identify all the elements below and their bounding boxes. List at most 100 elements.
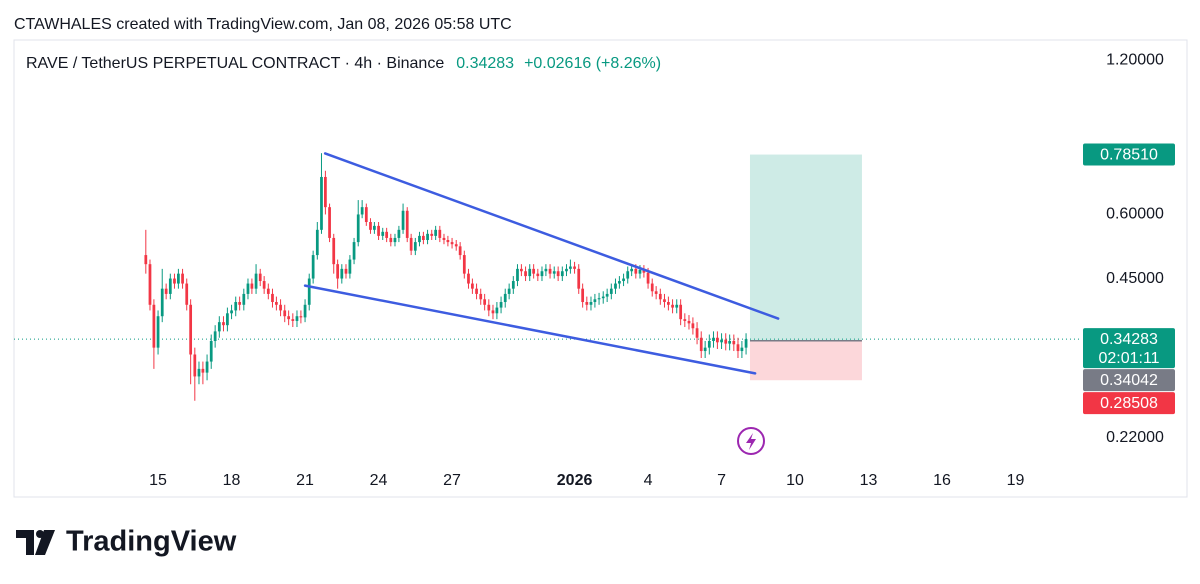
- x-tick-label: 7: [717, 472, 726, 489]
- candle-body: [426, 233, 429, 241]
- chart-title: RAVE / TetherUS PERPETUAL CONTRACT · 4h …: [26, 55, 444, 72]
- candle-body: [332, 237, 336, 265]
- candle-body: [642, 269, 646, 273]
- candle-body: [430, 233, 434, 236]
- candle-body: [707, 340, 711, 348]
- x-tick-label: 15: [149, 472, 167, 489]
- candle-body: [475, 288, 478, 294]
- candle-body: [299, 316, 303, 318]
- candle-body: [634, 268, 638, 274]
- candle-body: [728, 340, 732, 344]
- candle-body: [442, 237, 446, 241]
- candle-body: [193, 354, 197, 377]
- candle-body: [197, 368, 201, 377]
- candle-body: [409, 237, 413, 251]
- x-tick-label: 24: [370, 472, 388, 489]
- candle-body: [173, 278, 176, 284]
- candle-body: [724, 339, 728, 344]
- candle-body: [234, 302, 238, 311]
- candle-body: [181, 273, 184, 284]
- candle-body: [144, 255, 148, 265]
- candle-body: [691, 323, 695, 329]
- candle-body: [556, 271, 560, 277]
- candle-body: [246, 283, 250, 294]
- candle-body: [618, 281, 621, 284]
- candle-body: [581, 288, 585, 303]
- candle-body: [369, 222, 372, 230]
- candle-body: [573, 266, 576, 269]
- candle-body: [250, 283, 254, 289]
- candle-body: [242, 293, 246, 305]
- candle-body: [479, 293, 483, 300]
- candle-body: [516, 268, 519, 282]
- candle-body: [630, 268, 634, 272]
- candle-body: [340, 268, 344, 279]
- candle-body: [287, 316, 291, 320]
- candle-body: [381, 231, 385, 236]
- candle-body: [422, 235, 425, 241]
- candle-body: [209, 340, 213, 362]
- candle-body: [654, 291, 658, 294]
- candle-body: [736, 344, 740, 352]
- candle-body: [646, 272, 650, 284]
- candle-body: [262, 281, 266, 289]
- candle-body: [626, 271, 630, 279]
- candle-body: [344, 268, 348, 274]
- candle-body: [658, 293, 662, 300]
- candle-body: [356, 214, 360, 243]
- candle-body: [471, 283, 474, 289]
- candle-body: [622, 278, 625, 282]
- candle-body: [303, 304, 307, 318]
- x-tick-label: 16: [933, 472, 951, 489]
- y-tick-label: 0.22000: [1106, 429, 1164, 446]
- candle-body: [577, 268, 581, 289]
- header-price: 0.34283: [456, 55, 514, 72]
- price-label-box: [1083, 392, 1175, 415]
- candle-body: [520, 268, 523, 272]
- candle-body: [315, 229, 319, 256]
- candle-body: [462, 255, 466, 274]
- candle-body: [279, 304, 282, 311]
- price-label-box: [1083, 143, 1175, 166]
- candle-body: [364, 207, 368, 223]
- candle-body: [377, 225, 380, 236]
- candle-body: [744, 339, 748, 348]
- countdown-label: 02:01:11: [1098, 350, 1159, 367]
- candle-body: [597, 298, 601, 300]
- candle-body: [552, 271, 556, 274]
- price-label: 0.34283: [1100, 331, 1158, 348]
- candle-body: [230, 310, 233, 314]
- price-label-box: [1083, 328, 1175, 369]
- candle-body: [177, 273, 180, 284]
- candle-body: [511, 281, 515, 289]
- trendline: [323, 152, 780, 320]
- candle-body: [324, 176, 327, 208]
- candle-body: [185, 283, 189, 305]
- candle-body: [348, 259, 352, 274]
- x-tick-label: 18: [223, 472, 241, 489]
- candle-body: [148, 264, 152, 305]
- candle-body: [687, 320, 691, 324]
- tradingview-logo-icon: [16, 530, 55, 555]
- x-tick-label: 27: [443, 472, 461, 489]
- candle-body: [638, 269, 642, 274]
- candle-body: [450, 242, 454, 245]
- candle-body: [740, 347, 744, 352]
- candle-body: [152, 304, 156, 348]
- candle-body: [569, 266, 572, 269]
- candle-body: [189, 304, 193, 355]
- candle-body: [540, 271, 544, 277]
- candle-body: [667, 302, 670, 305]
- candle-body: [699, 337, 703, 352]
- candle-body: [413, 242, 417, 251]
- candle-body: [720, 339, 723, 343]
- price-label: 0.78510: [1100, 146, 1158, 163]
- candle-body: [593, 299, 597, 303]
- candle-body: [373, 225, 376, 230]
- candle-body: [217, 322, 221, 332]
- loss-zone: [749, 340, 862, 381]
- candle-body: [405, 210, 409, 238]
- candle-body: [589, 302, 593, 305]
- candle-body: [336, 264, 340, 279]
